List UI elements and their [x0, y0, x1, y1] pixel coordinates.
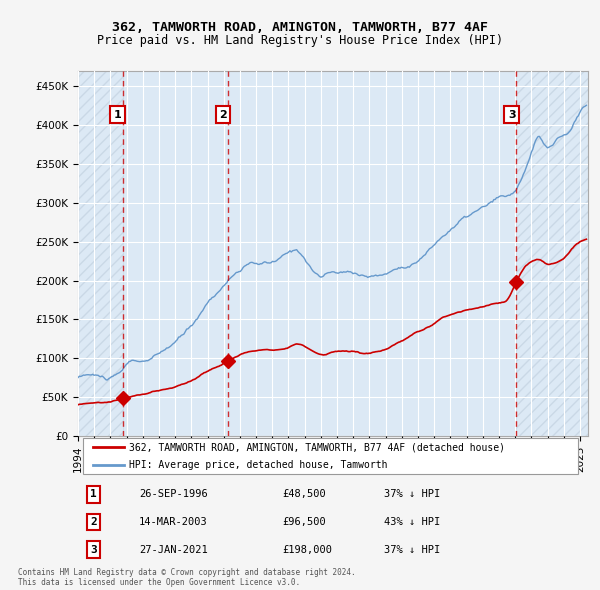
- Text: 27-JAN-2021: 27-JAN-2021: [139, 545, 208, 555]
- Text: 37% ↓ HPI: 37% ↓ HPI: [384, 489, 440, 499]
- Text: 362, TAMWORTH ROAD, AMINGTON, TAMWORTH, B77 4AF: 362, TAMWORTH ROAD, AMINGTON, TAMWORTH, …: [112, 21, 488, 34]
- Text: 3: 3: [508, 110, 515, 120]
- Text: £48,500: £48,500: [282, 489, 326, 499]
- Text: 2: 2: [90, 517, 97, 527]
- Text: 37% ↓ HPI: 37% ↓ HPI: [384, 545, 440, 555]
- Text: Price paid vs. HM Land Registry's House Price Index (HPI): Price paid vs. HM Land Registry's House …: [97, 34, 503, 47]
- Text: 1: 1: [90, 489, 97, 499]
- Text: 26-SEP-1996: 26-SEP-1996: [139, 489, 208, 499]
- Bar: [517, 71, 588, 436]
- Bar: [517, 71, 588, 436]
- Text: 43% ↓ HPI: 43% ↓ HPI: [384, 517, 440, 527]
- Text: 1: 1: [114, 110, 122, 120]
- Text: 2: 2: [219, 110, 227, 120]
- Text: Contains HM Land Registry data © Crown copyright and database right 2024.
This d: Contains HM Land Registry data © Crown c…: [18, 568, 356, 587]
- Bar: [78, 71, 122, 436]
- Text: £96,500: £96,500: [282, 517, 326, 527]
- FancyBboxPatch shape: [83, 438, 578, 474]
- Text: 3: 3: [90, 545, 97, 555]
- Text: £198,000: £198,000: [282, 545, 332, 555]
- Text: HPI: Average price, detached house, Tamworth: HPI: Average price, detached house, Tamw…: [129, 460, 388, 470]
- Text: 362, TAMWORTH ROAD, AMINGTON, TAMWORTH, B77 4AF (detached house): 362, TAMWORTH ROAD, AMINGTON, TAMWORTH, …: [129, 442, 505, 452]
- Text: 14-MAR-2003: 14-MAR-2003: [139, 517, 208, 527]
- Bar: [228, 71, 517, 436]
- Bar: [122, 71, 228, 436]
- Bar: [78, 71, 122, 436]
